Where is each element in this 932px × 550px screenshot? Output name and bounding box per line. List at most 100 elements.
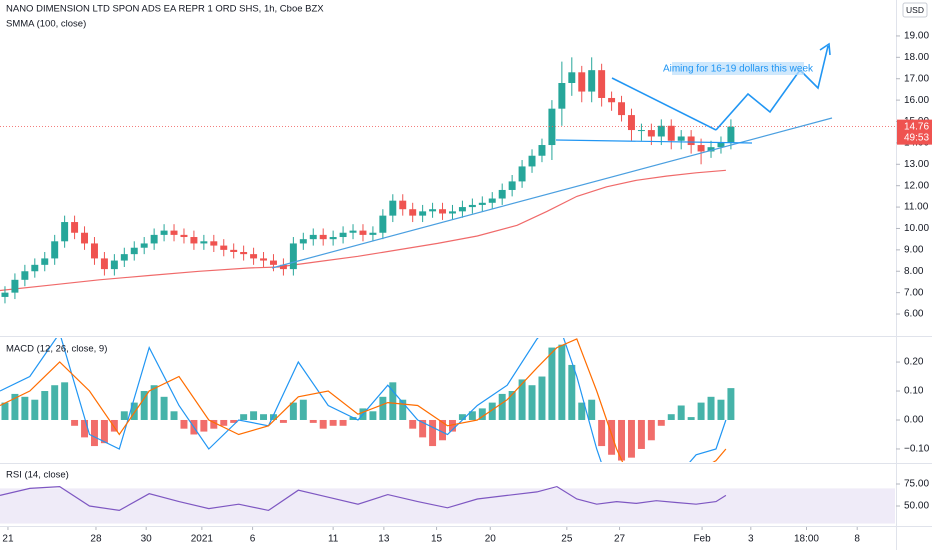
- candle-body: [448, 211, 456, 214]
- y-tick-label: 9.00: [904, 245, 924, 256]
- x-tick-label: 3: [748, 534, 754, 545]
- histogram-bar: [90, 419, 98, 447]
- candle-body: [180, 234, 188, 238]
- histogram-bar: [588, 399, 596, 420]
- histogram-bar: [11, 393, 19, 420]
- candle-body: [309, 234, 317, 240]
- candle-body: [210, 241, 218, 246]
- histogram-bar: [369, 411, 377, 420]
- y-tick-label: 12.00: [904, 180, 929, 191]
- candle-body: [120, 254, 128, 261]
- histogram-bar: [81, 419, 89, 438]
- histogram-bar: [637, 419, 645, 449]
- histogram-bar: [130, 402, 138, 420]
- histogram-bar: [429, 419, 437, 447]
- candle-body: [558, 83, 566, 109]
- candle-body: [339, 232, 347, 238]
- candle-body: [458, 207, 466, 212]
- candle-body: [319, 234, 327, 240]
- candle-body: [647, 130, 655, 137]
- candle-body: [677, 136, 685, 141]
- candle-body: [439, 209, 447, 214]
- indicator-title: RSI (14, close): [6, 470, 69, 481]
- candle-body: [170, 230, 178, 235]
- candle-body: [498, 189, 506, 199]
- histogram-bar: [687, 417, 695, 420]
- histogram-bar: [230, 419, 238, 423]
- candle-body: [100, 258, 108, 270]
- candle-body: [140, 243, 148, 248]
- histogram-bar: [727, 388, 735, 420]
- candle-body: [608, 97, 616, 103]
- x-tick-label: 27: [614, 534, 626, 545]
- candle-body: [488, 198, 496, 203]
- histogram-bar: [667, 414, 675, 420]
- candle-body: [289, 243, 297, 270]
- histogram-bar: [409, 419, 417, 429]
- legend-entry: SMMA (100, close): [6, 19, 86, 30]
- candle-body: [90, 243, 98, 259]
- candle-body: [687, 136, 695, 146]
- candle-body: [667, 125, 675, 141]
- candle-body: [568, 72, 576, 84]
- histogram-bar: [100, 419, 108, 444]
- indicator-title: MACD (12, 26, close, 9): [6, 344, 107, 355]
- candle-body: [11, 279, 19, 293]
- candle-body: [369, 232, 377, 235]
- candle-body: [528, 155, 536, 167]
- x-tick-label: 11: [328, 534, 339, 545]
- y-tick-label: 18.00: [904, 52, 929, 63]
- histogram-bar: [140, 391, 148, 420]
- histogram-bar: [200, 419, 208, 432]
- last-price-box: [897, 119, 932, 145]
- currency: USD: [906, 5, 924, 15]
- histogram-bar: [150, 385, 158, 420]
- histogram-bar: [707, 396, 715, 420]
- candle-body: [71, 222, 79, 233]
- x-tick-label: 20: [485, 534, 497, 545]
- candle-body: [260, 258, 268, 261]
- candle-body: [329, 237, 337, 240]
- histogram-bar: [478, 408, 486, 420]
- rsi-band: [0, 488, 895, 524]
- candle-body: [727, 126, 735, 143]
- histogram-bar: [309, 419, 317, 423]
- histogram-bar: [608, 419, 616, 455]
- candle-body: [81, 232, 89, 244]
- histogram-bar: [260, 414, 268, 420]
- histogram-bar: [717, 399, 725, 420]
- candle-body: [190, 237, 198, 244]
- candle-body: [51, 241, 59, 259]
- candle-body: [279, 264, 287, 270]
- x-tick-label: 28: [90, 534, 102, 545]
- y-tick-label: 8.00: [904, 266, 924, 277]
- x-tick-label: 8: [854, 534, 860, 545]
- histogram-bar: [488, 402, 496, 420]
- histogram-bar: [160, 396, 168, 420]
- candle-body: [478, 202, 486, 205]
- histogram-bar: [568, 364, 576, 420]
- histogram-bar: [647, 419, 655, 441]
- histogram-bar: [538, 376, 546, 420]
- histogram-bar: [299, 399, 307, 420]
- x-tick-label: 25: [561, 534, 573, 545]
- histogram-bar: [240, 414, 248, 420]
- histogram-bar: [389, 382, 397, 420]
- histogram-bar: [250, 411, 258, 420]
- histogram-bar: [399, 399, 407, 420]
- candle-body: [618, 102, 626, 116]
- histogram-bar: [319, 419, 327, 429]
- y-tick-label: 10.00: [904, 223, 929, 234]
- histogram-bar: [110, 419, 118, 432]
- candle-body: [598, 70, 606, 98]
- histogram-bar: [458, 414, 466, 420]
- annotation: Aiming for 16-19 dollars this week: [663, 64, 814, 75]
- candle-body: [429, 209, 437, 212]
- candle-body: [399, 200, 407, 210]
- histogram-bar: [528, 385, 536, 420]
- y-tick-label: 7.00: [904, 287, 924, 298]
- candle-body: [707, 147, 715, 152]
- histogram-bar: [548, 347, 556, 420]
- indicator-line: [0, 485, 727, 512]
- y-tick-label: 11.00: [904, 202, 929, 213]
